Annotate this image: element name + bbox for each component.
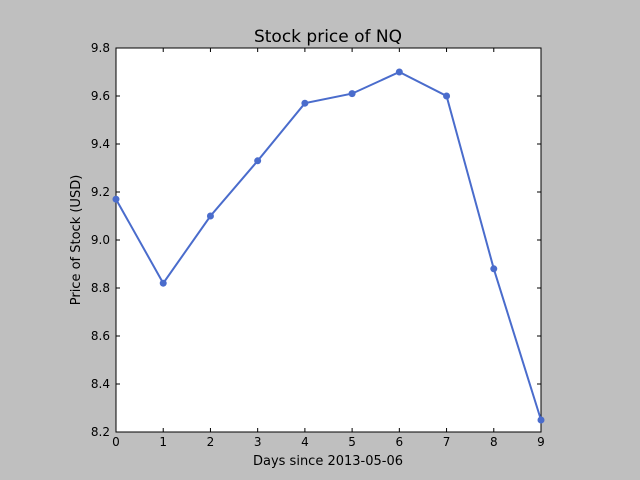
data-point [490,265,498,273]
y-tick-label: 8.8 [91,281,110,295]
plot-area [115,47,542,433]
y-tick-label: 9.4 [91,137,110,151]
x-tick-label: 4 [301,435,309,449]
x-tick-label: 2 [207,435,215,449]
x-tick-label: 7 [443,435,451,449]
y-tick-label: 9.8 [91,41,110,55]
y-tick-label: 8.4 [91,377,110,391]
y-tick-label: 9.0 [91,233,110,247]
data-point [395,68,403,76]
y-axis-label: Price of Stock (USD) [69,175,84,306]
data-point [206,212,214,220]
x-tick-label: 6 [396,435,404,449]
series-line [115,70,542,421]
data-point [159,279,167,287]
x-axis-label: Days since 2013-05-06 [253,454,403,469]
x-axis-ticks: 0 1 2 3 4 5 6 7 8 9 [112,48,545,449]
x-tick-label: 1 [159,435,167,449]
data-point [254,157,262,165]
x-tick-label: 3 [254,435,262,449]
data-point [112,195,120,203]
y-tick-label: 9.6 [91,89,110,103]
data-point [537,416,545,424]
y-axis-ticks: 8.2 8.4 8.6 8.8 9.0 9.2 9.4 9.6 9.8 [91,41,541,439]
x-tick-label: 8 [490,435,498,449]
y-tick-label: 9.2 [91,185,110,199]
x-tick-label: 5 [348,435,356,449]
y-tick-label: 8.6 [91,329,110,343]
series-layer [112,68,545,424]
chart-title: Stock price of NQ [254,27,402,47]
data-point [443,92,451,100]
data-point [301,99,309,107]
x-tick-label: 9 [537,435,545,449]
x-tick-label: 0 [112,435,120,449]
y-tick-label: 8.2 [91,425,110,439]
data-point [348,90,356,98]
